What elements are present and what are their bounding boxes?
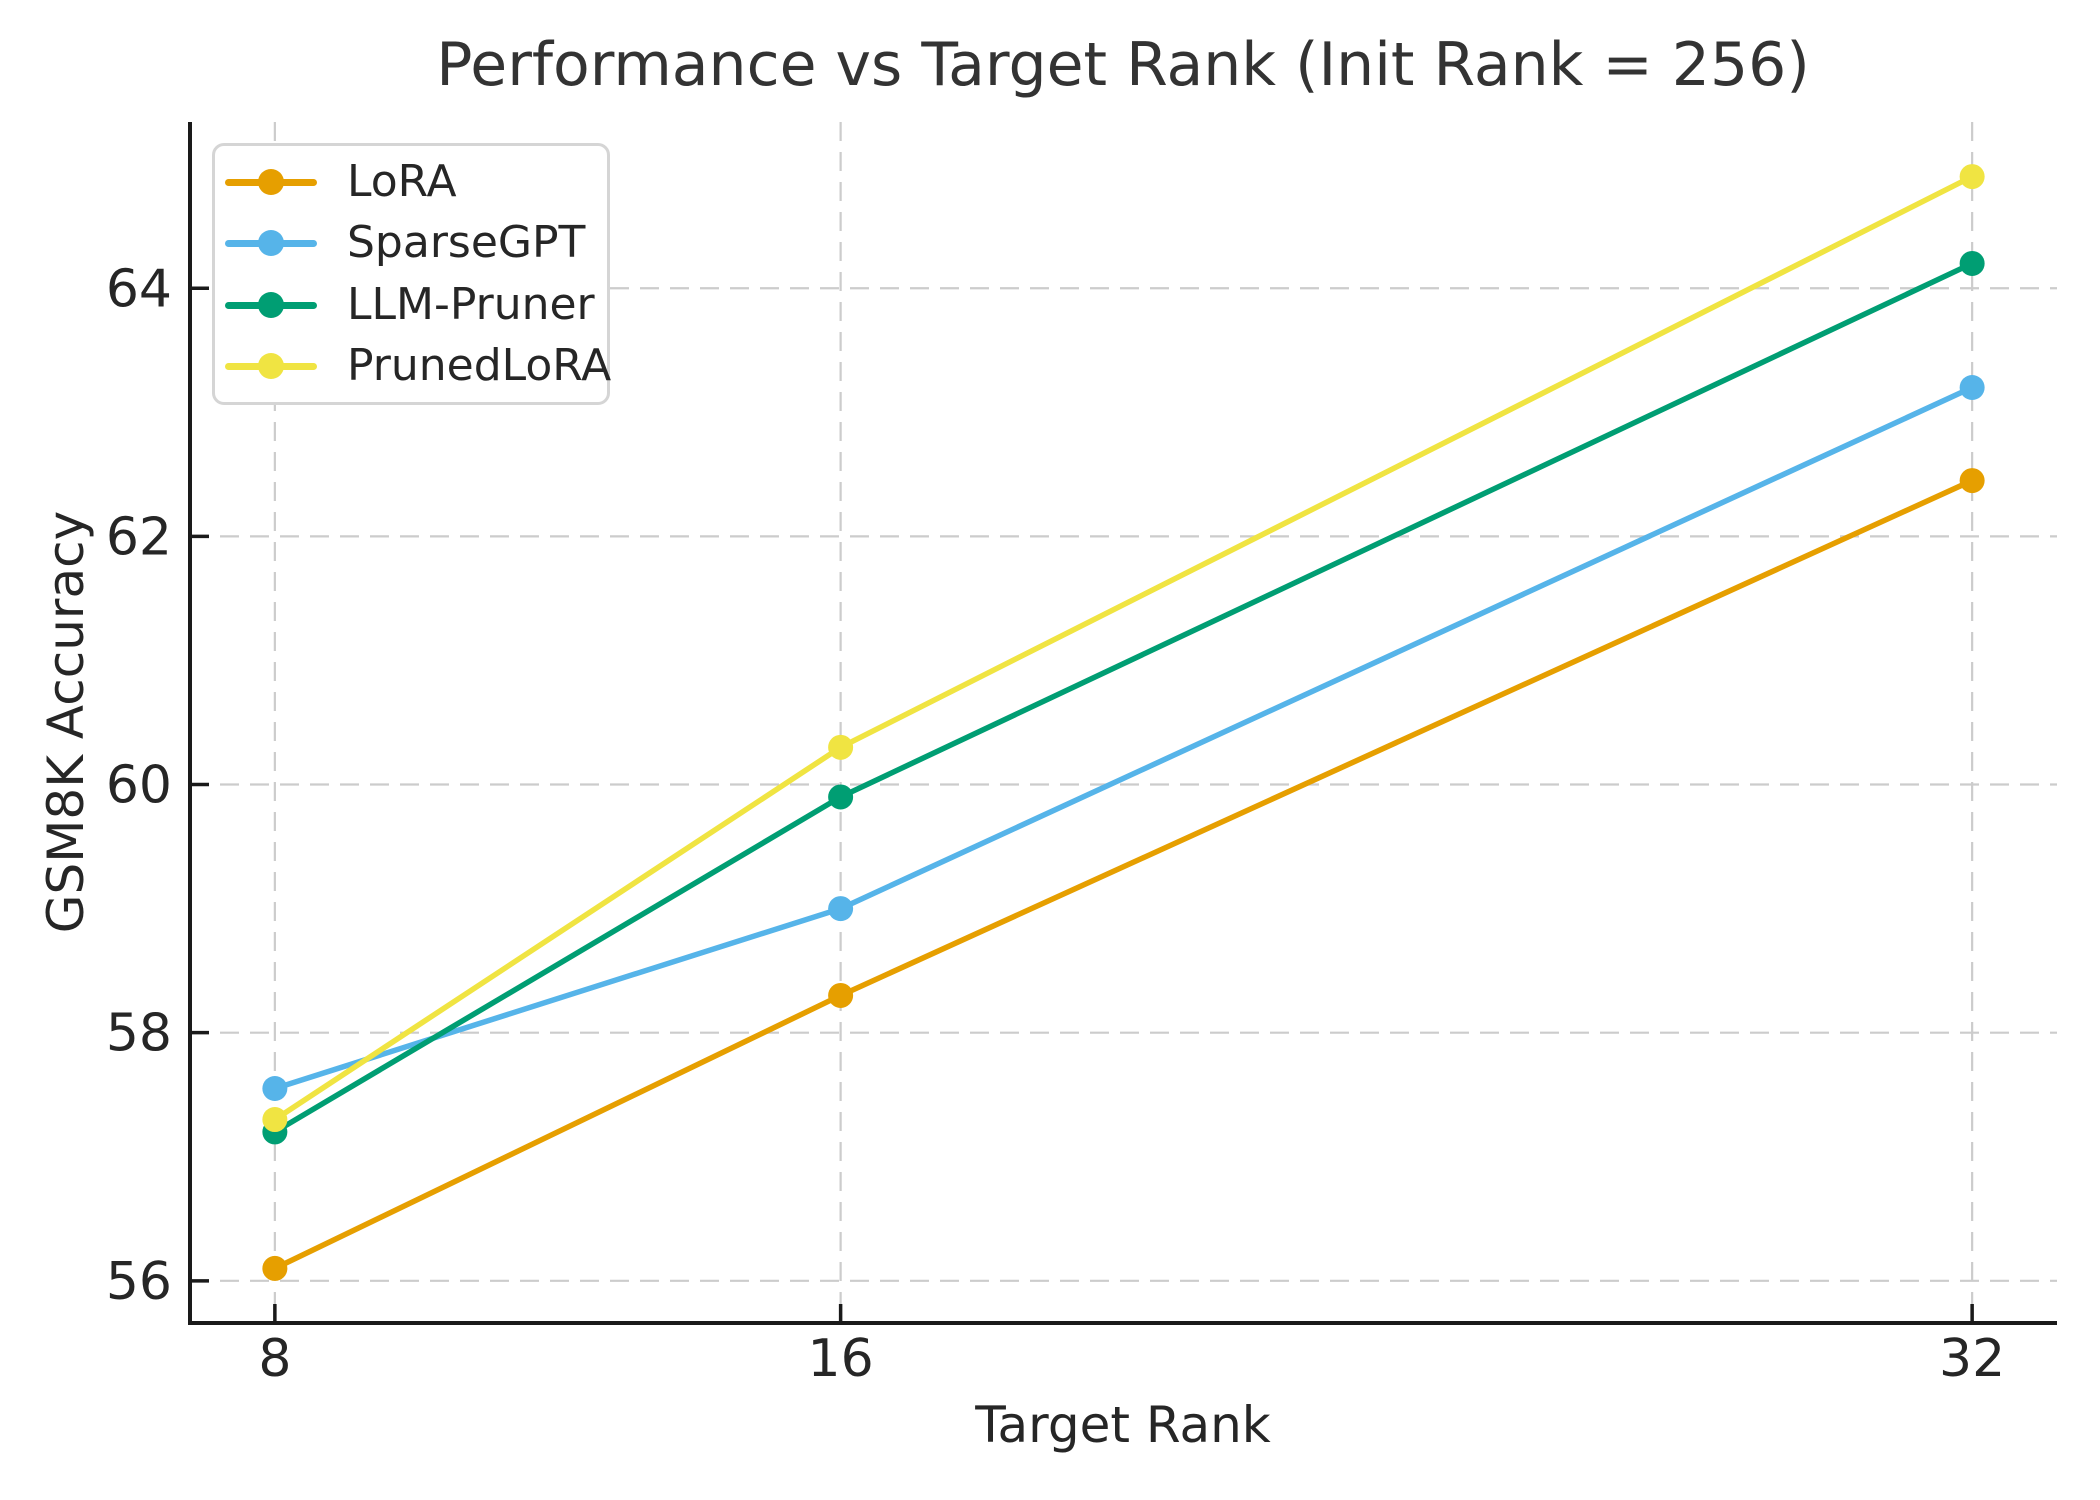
x-tick-label-16: 16 (808, 1329, 874, 1389)
legend: LoRA SparseGPT LLM-Pruner PrunedLoRA (212, 143, 611, 405)
legend-marker-dot (258, 353, 284, 380)
legend-item-llm-pruner: LLM-Pruner (225, 275, 607, 335)
marker-lora-x8 (262, 1255, 288, 1281)
x-tick-label-32: 32 (1939, 1329, 2005, 1389)
legend-swatch-llm-pruner (225, 291, 317, 318)
legend-swatch-prunedlora (225, 353, 317, 380)
legend-label-sparsegpt: SparseGPT (347, 217, 586, 269)
y-tick-label-56: 56 (106, 1252, 172, 1312)
marker-prunedlora-x16 (828, 734, 854, 760)
marker-sparsegpt-x16 (828, 896, 854, 922)
series-line-lora (272, 477, 1975, 1272)
marker-llm-pruner-x32 (1959, 250, 1985, 276)
legend-item-lora: LoRA (225, 152, 607, 212)
chart-title: Performance vs Target Rank (Init Rank = … (436, 30, 1810, 100)
legend-item-prunedlora: PrunedLoRA (225, 336, 611, 396)
marker-lora-x16 (828, 982, 854, 1008)
legend-item-sparsegpt: SparseGPT (225, 213, 607, 273)
legend-label-prunedlora: PrunedLoRA (347, 340, 612, 392)
marker-llm-pruner-x16 (828, 784, 854, 810)
marker-lora-x32 (1959, 468, 1985, 494)
legend-marker-dot (258, 230, 284, 257)
legend-marker-dot (258, 168, 284, 195)
legend-label-lora: LoRA (347, 155, 457, 207)
y-tick-label-60: 60 (106, 756, 172, 816)
marker-sparsegpt-x8 (262, 1076, 288, 1102)
legend-swatch-sparsegpt (225, 230, 317, 257)
marker-prunedlora-x8 (262, 1107, 288, 1133)
marker-sparsegpt-x32 (1959, 375, 1985, 401)
x-axis-label: Target Rank (975, 1396, 1271, 1454)
y-tick-label-64: 64 (106, 259, 172, 319)
legend-marker-dot (258, 291, 284, 318)
y-tick-label-58: 58 (106, 1004, 172, 1064)
y-tick-label-62: 62 (106, 507, 172, 567)
y-axis-label: GSM8K Accuracy (37, 510, 95, 934)
legend-label-llm-pruner: LLM-Pruner (347, 278, 595, 330)
x-tick-label-8: 8 (258, 1329, 291, 1389)
legend-swatch-lora (225, 168, 317, 195)
marker-prunedlora-x32 (1959, 164, 1985, 190)
